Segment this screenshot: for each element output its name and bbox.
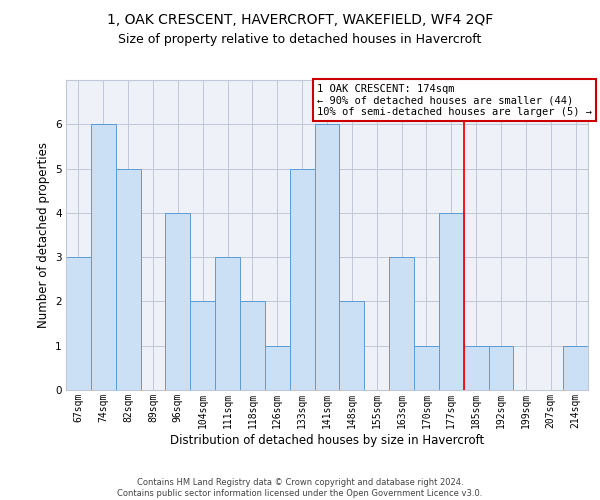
Bar [91, 124, 116, 390]
Text: 1 OAK CRESCENT: 174sqm
← 90% of detached houses are smaller (44)
10% of semi-det: 1 OAK CRESCENT: 174sqm ← 90% of detached… [317, 84, 592, 116]
Text: 1, OAK CRESCENT, HAVERCROFT, WAKEFIELD, WF4 2QF: 1, OAK CRESCENT, HAVERCROFT, WAKEFIELD, … [107, 12, 493, 26]
Bar [116, 168, 140, 390]
Bar [414, 346, 439, 390]
Text: Contains HM Land Registry data © Crown copyright and database right 2024.
Contai: Contains HM Land Registry data © Crown c… [118, 478, 482, 498]
Bar [265, 346, 290, 390]
Bar [340, 302, 364, 390]
Bar [389, 257, 414, 390]
Bar [215, 257, 240, 390]
Y-axis label: Number of detached properties: Number of detached properties [37, 142, 50, 328]
Bar [439, 213, 464, 390]
Text: Size of property relative to detached houses in Havercroft: Size of property relative to detached ho… [118, 32, 482, 46]
Bar [488, 346, 514, 390]
Bar [240, 302, 265, 390]
Bar [290, 168, 314, 390]
Bar [314, 124, 340, 390]
Bar [66, 257, 91, 390]
X-axis label: Distribution of detached houses by size in Havercroft: Distribution of detached houses by size … [170, 434, 484, 446]
Bar [166, 213, 190, 390]
Bar [563, 346, 588, 390]
Bar [464, 346, 488, 390]
Bar [190, 302, 215, 390]
